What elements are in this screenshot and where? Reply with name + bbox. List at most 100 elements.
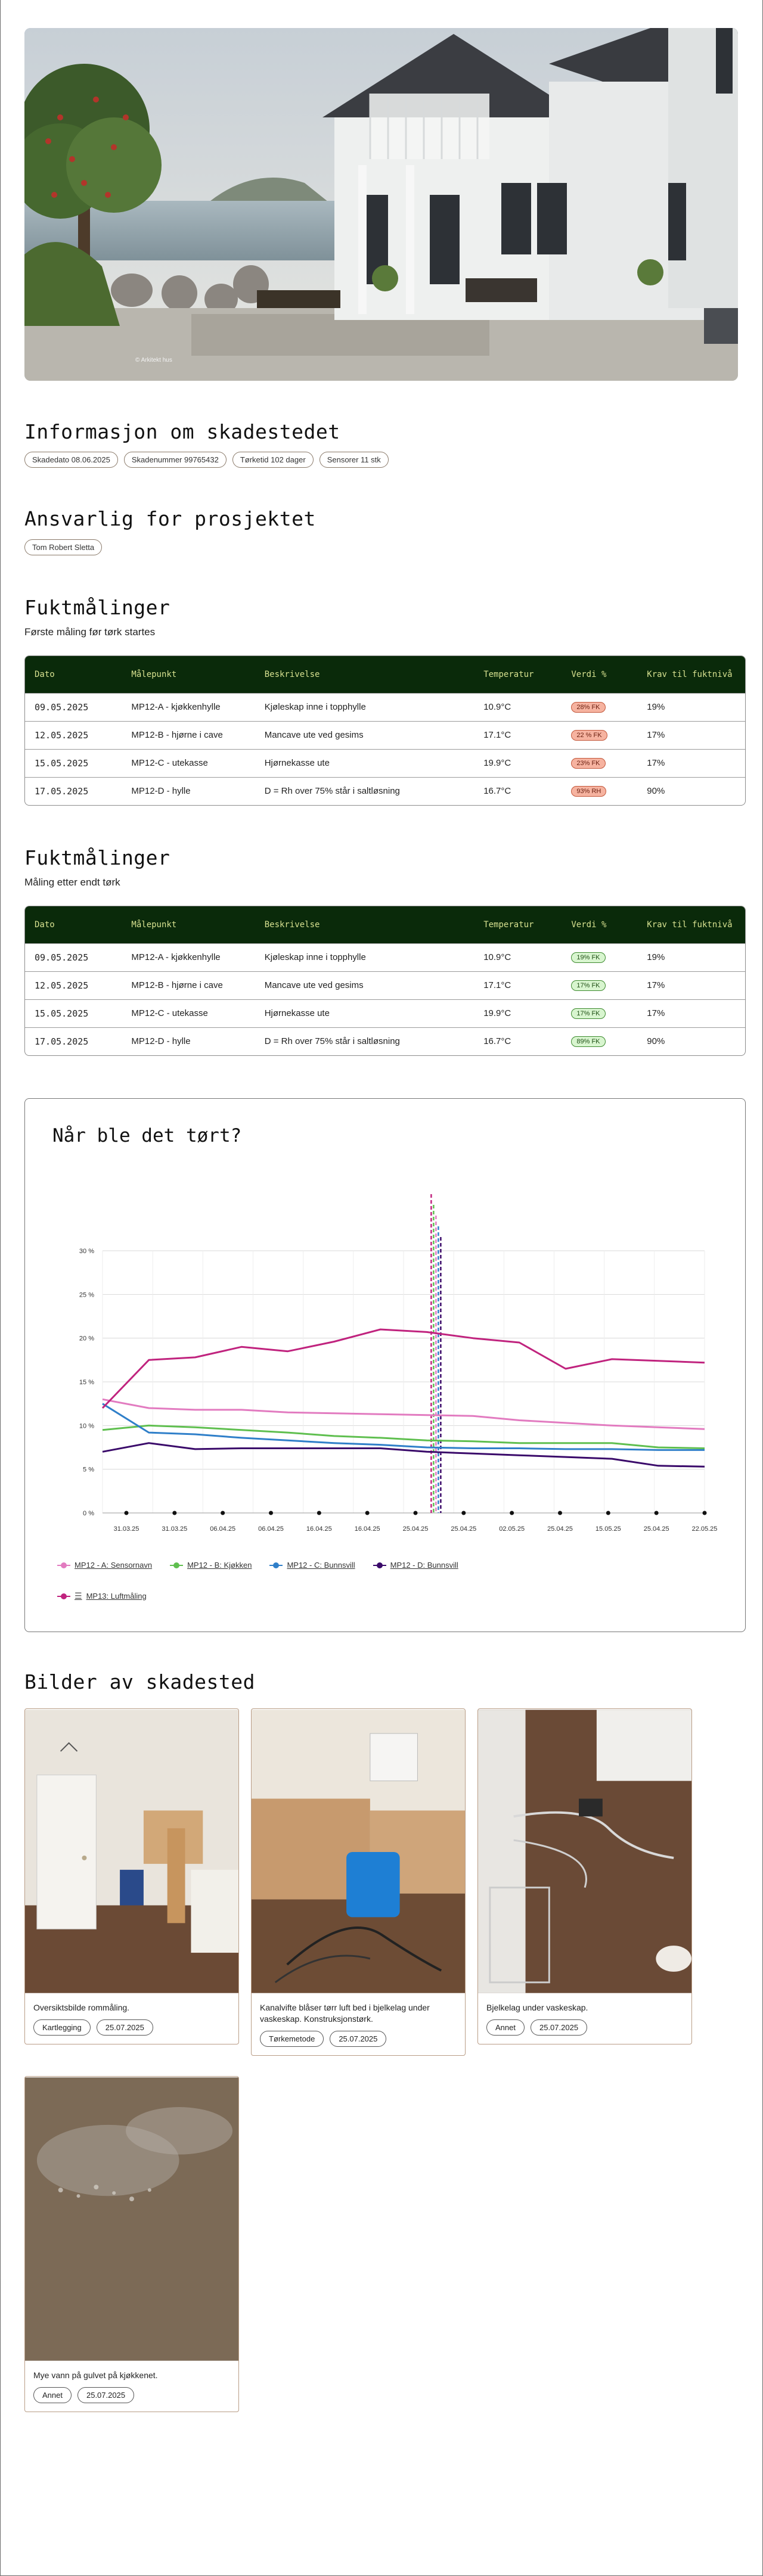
moisture-before-subtitle: Første måling før tørk startes: [24, 626, 156, 638]
series-line: [102, 1442, 705, 1468]
cell-date: 15.05.2025: [25, 748, 122, 777]
cell-point: MP12-A - kjøkkenhylle: [122, 692, 255, 721]
cell-requirement: 17%: [637, 999, 745, 1027]
legend-item[interactable]: MP12 - C: Bunnsvill: [269, 1561, 355, 1570]
status-badge: 17% FK: [571, 980, 606, 991]
cell-point: MP12-A - kjøkkenhylle: [122, 943, 255, 971]
cell-desc: Kjøleskap inne i topphylle: [255, 692, 474, 721]
cell-desc: D = Rh over 75% står i saltløsning: [255, 776, 474, 805]
status-badge: 28% FK: [571, 702, 606, 713]
cell-temp: 19.9°C: [474, 999, 562, 1027]
moisture-after-table: Dato Målepunkt Beskrivelse Temperatur Ve…: [24, 906, 746, 1056]
series-line: [102, 1424, 705, 1449]
x-tick-label: 31.03.25: [114, 1525, 139, 1533]
cell-point: MP12-D - hylle: [122, 1027, 255, 1055]
legend-label: MP12 - C: Bunnsvill: [287, 1561, 355, 1570]
cell-desc: Hjørnekasse ute: [255, 748, 474, 777]
photo-tag-category[interactable]: Tørkemetode: [260, 2030, 324, 2047]
drying-chart[interactable]: 0 % 5 % 10 % 15 % 20 % 25 % 30 % 31.03.25 31.03.…: [25, 1099, 746, 1552]
photo-tag-category[interactable]: Annet: [486, 2019, 525, 2036]
cell-point: MP12-C - utekasse: [122, 748, 255, 777]
x-tick-marker: [221, 1511, 225, 1515]
legend-item[interactable]: MP12 - D: Bunnsvill: [373, 1561, 458, 1570]
x-tick-marker: [702, 1511, 707, 1515]
x-tick-marker: [365, 1511, 370, 1515]
x-tick-marker: [124, 1511, 129, 1515]
gallery-title: Bilder av skadested: [24, 1670, 255, 1693]
cell-temp: 19.9°C: [474, 748, 562, 777]
cell-requirement: 17%: [637, 748, 745, 777]
cell-temp: 16.7°C: [474, 1027, 562, 1055]
info-chips: Skadedato 08.06.2025 Skadenummer 9976543…: [24, 452, 389, 468]
x-tick-marker: [413, 1511, 418, 1515]
legend-item[interactable]: MP12 - B: Kjøkken: [170, 1561, 252, 1570]
y-tick-label: 30 %: [79, 1248, 94, 1255]
photo-caption: Mye vann på gulvet på kjøkkenet.: [33, 2370, 158, 2380]
table-row: 09.05.2025 MP12-A - kjøkkenhylle Kjøleskap…: [25, 692, 745, 721]
cell-desc: D = Rh over 75% står i saltløsning: [255, 1027, 474, 1055]
photo-tag-category[interactable]: Annet: [33, 2387, 72, 2403]
cell-date: 17.05.2025: [25, 776, 122, 805]
cell-temp: 10.9°C: [474, 943, 562, 971]
photo-card[interactable]: Oversiktsbilde rommåling. Kartlegging 25…: [24, 1708, 239, 2044]
photo-card[interactable]: Kanalvifte blåser tørr luft bed i bjelke…: [251, 1708, 466, 2056]
legend-swatch: [373, 1562, 386, 1569]
x-tick-label: 06.04.25: [210, 1525, 235, 1533]
photo-joists: [478, 1710, 691, 1993]
x-tick-marker: [654, 1511, 659, 1515]
status-badge: 17% FK: [571, 1008, 606, 1019]
legend-item[interactable]: MP12 - A: Sensornavn: [57, 1561, 152, 1570]
table-row: 17.05.2025 MP12-D - hylle D = Rh over 75% …: [25, 1027, 745, 1055]
table-header-row: Dato Målepunkt Beskrivelse Temperatur Ve…: [25, 656, 745, 693]
cell-requirement: 19%: [637, 943, 745, 971]
chip-sensors: Sensorer 11 stk: [319, 452, 389, 468]
photo-fan-drying: [252, 1710, 465, 1993]
col-header-point: Målepunkt: [131, 919, 177, 930]
chip-damage-number: Skadenummer 99765432: [123, 452, 227, 468]
table-row: 12.05.2025 MP12-B - hjørne i cave Mancave …: [25, 720, 745, 749]
y-tick-label: 5 %: [83, 1466, 94, 1474]
chip-damage-date: Skadedato 08.06.2025: [24, 452, 118, 468]
info-title: Informasjon om skadestedet: [24, 420, 340, 443]
cell-point: MP12-D - hylle: [122, 776, 255, 805]
legend-label: MP13: Luftmåling: [86, 1592, 147, 1601]
table-header-row: Dato Målepunkt Beskrivelse Temperatur Ve…: [25, 906, 745, 943]
col-header-temp: Temperatur: [483, 669, 534, 679]
photo-tag-category[interactable]: Kartlegging: [33, 2019, 91, 2036]
cell-desc: Hjørnekasse ute: [255, 999, 474, 1027]
col-header-desc: Beskrivelse: [264, 919, 320, 930]
photo-water-floor: [25, 2077, 238, 2361]
cell-date: 17.05.2025: [25, 1027, 122, 1055]
col-header-value: Verdi %: [571, 919, 607, 930]
y-tick-label: 15 %: [79, 1379, 94, 1386]
x-tick-label: 31.03.25: [162, 1525, 187, 1533]
legend-label: MP12 - D: Bunnsvill: [390, 1561, 458, 1570]
menu-icon[interactable]: ☰: [75, 1591, 82, 1601]
photo-card[interactable]: Mye vann på gulvet på kjøkkenet. Annet 2…: [24, 2076, 239, 2412]
photo-card[interactable]: Bjelkelag under vaskeskap. Annet 25.07.2…: [477, 1708, 692, 2044]
x-tick-label: 15.05.25: [595, 1525, 621, 1533]
hero-image: © Arkitekt hus: [24, 28, 738, 381]
x-tick-marker: [172, 1511, 177, 1515]
cell-requirement: 19%: [637, 692, 745, 721]
status-badge: 19% FK: [571, 952, 606, 963]
x-tick-label: 02.05.25: [499, 1525, 525, 1533]
cell-point: MP12-C - utekasse: [122, 999, 255, 1027]
legend-item[interactable]: ☰ MP13: Luftmåling: [57, 1591, 147, 1601]
col-header-date: Dato: [35, 669, 55, 679]
cell-requirement: 17%: [637, 720, 745, 749]
cell-requirement: 90%: [637, 1027, 745, 1055]
cell-value: 17% FK: [562, 999, 638, 1027]
series-line: [102, 1398, 705, 1430]
chart-legend: MP12 - A: Sensornavn MP12 - B: Kjøkken MP1…: [57, 1561, 713, 1601]
moisture-after-subtitle: Måling etter endt tørk: [24, 877, 120, 888]
legend-swatch: [170, 1562, 184, 1569]
cell-temp: 10.9°C: [474, 692, 562, 721]
cell-desc: Mancave ute ved gesims: [255, 971, 474, 999]
series-line: [102, 1403, 705, 1451]
col-header-point: Målepunkt: [131, 669, 177, 679]
x-tick-label: 16.04.25: [306, 1525, 332, 1533]
moisture-before-title: Fuktmålinger: [24, 596, 170, 619]
cell-temp: 17.1°C: [474, 971, 562, 999]
responsible-chips: Tom Robert Sletta: [24, 539, 103, 555]
